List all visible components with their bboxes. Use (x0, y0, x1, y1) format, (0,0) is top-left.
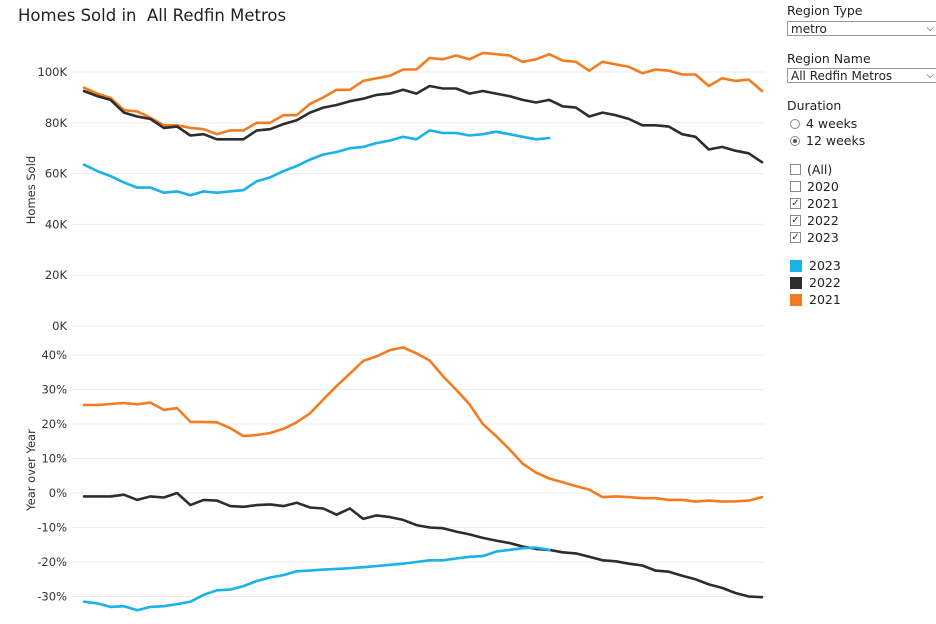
chevron-down-icon: ⌵ (926, 70, 934, 81)
legend-swatch (790, 293, 802, 306)
legend-label: 2023 (809, 258, 841, 273)
y-axis-label: Homes Sold (24, 156, 38, 224)
region-type-label: Region Type (787, 3, 863, 18)
year-option-2021[interactable]: ✓ 2021 (790, 196, 839, 211)
region-type-value: metro (791, 22, 827, 36)
year-option-label: 2023 (807, 230, 839, 245)
chevron-down-icon: ⌵ (926, 23, 934, 34)
checkbox-checked-icon: ✓ (790, 215, 801, 226)
y-tick-label: 10% (41, 452, 67, 466)
region-name-label: Region Name (787, 51, 871, 66)
year-option-2023[interactable]: ✓ 2023 (790, 230, 839, 245)
title-prefix: Homes Sold in (18, 6, 137, 25)
year-option-2022[interactable]: ✓ 2022 (790, 213, 839, 228)
series-line-2021 (82, 346, 764, 503)
y-tick-label: 0% (49, 486, 67, 500)
chart-title: Homes Sold in All Redfin Metros (18, 6, 286, 25)
y-tick-label: 40K (45, 217, 68, 231)
y-tick-label: 60K (45, 167, 68, 181)
duration-option-label: 4 weeks (806, 116, 858, 131)
duration-label: Duration (787, 98, 842, 113)
y-tick-label: 40% (41, 348, 67, 362)
duration-option-4-weeks[interactable]: 4 weeks (790, 116, 857, 131)
checkbox-icon (790, 164, 801, 175)
series-line-2021 (82, 51, 764, 136)
legend-item-2021[interactable]: 2021 (790, 292, 841, 307)
y-tick-label: 20% (41, 417, 67, 431)
legend-swatch (790, 276, 802, 289)
y-tick-label: -30% (37, 590, 67, 604)
checkbox-icon (790, 181, 801, 192)
year-option-label: (All) (807, 162, 833, 177)
y-tick-label: 80K (45, 116, 68, 130)
y-axis-label: Year over Year (24, 429, 38, 512)
y-tick-label: -20% (37, 555, 67, 569)
region-type-select[interactable]: metro ⌵ (787, 21, 936, 36)
year-option-all[interactable]: (All) (790, 162, 832, 177)
checkbox-checked-icon: ✓ (790, 198, 801, 209)
year-option-2020[interactable]: 2020 (790, 179, 839, 194)
y-tick-label: -10% (37, 521, 67, 535)
y-tick-label: 100K (38, 65, 68, 79)
duration-option-12-weeks[interactable]: 12 weeks (790, 133, 865, 148)
series-line-2023 (82, 546, 551, 612)
year-option-label: 2022 (807, 213, 839, 228)
series-line-2022 (82, 84, 764, 164)
legend-label: 2022 (809, 275, 841, 290)
year-option-label: 2021 (807, 196, 839, 211)
legend-swatch (790, 259, 802, 272)
y-tick-label: 0K (52, 319, 67, 333)
region-name-select[interactable]: All Redfin Metros ⌵ (787, 68, 936, 83)
radio-selected-icon (790, 135, 800, 146)
homes-sold-chart: 100K 80K 60K 40K 20K 0K Homes Sold 40% 30% 20% 10%… (24, 51, 765, 612)
region-name-value: All Redfin Metros (791, 69, 893, 83)
legend-label: 2021 (809, 292, 841, 307)
duration-option-label: 12 weeks (806, 133, 866, 148)
series-line-2022 (82, 491, 764, 599)
y-tick-label: 30% (41, 383, 67, 397)
series-line-2023 (82, 129, 551, 197)
legend-item-2023[interactable]: 2023 (790, 258, 841, 273)
radio-icon (790, 118, 800, 129)
y-tick-label: 20K (45, 268, 68, 282)
year-option-label: 2020 (807, 179, 839, 194)
checkbox-checked-icon: ✓ (790, 232, 801, 243)
legend-item-2022[interactable]: 2022 (790, 275, 841, 290)
title-region: All Redfin Metros (146, 6, 287, 25)
